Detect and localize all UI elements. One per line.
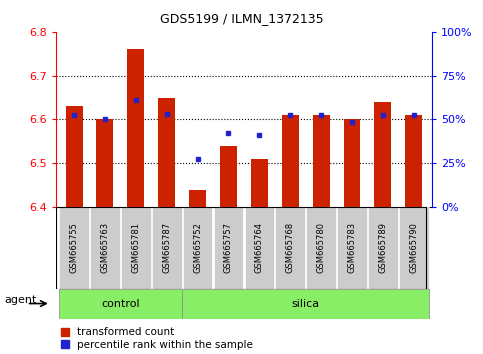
Bar bbox=[244, 207, 274, 289]
Text: GSM665757: GSM665757 bbox=[224, 222, 233, 273]
Bar bbox=[58, 289, 182, 319]
Text: GSM665780: GSM665780 bbox=[317, 222, 326, 273]
Bar bbox=[97, 120, 114, 207]
Text: GSM665790: GSM665790 bbox=[409, 222, 418, 273]
Text: GSM665764: GSM665764 bbox=[255, 222, 264, 273]
Bar bbox=[306, 207, 336, 289]
Bar bbox=[66, 106, 83, 207]
Bar bbox=[251, 159, 268, 207]
Bar bbox=[343, 120, 360, 207]
Bar bbox=[220, 146, 237, 207]
Bar bbox=[405, 115, 422, 207]
Text: GSM665781: GSM665781 bbox=[131, 222, 141, 273]
Text: agent: agent bbox=[5, 295, 37, 305]
Text: GSM665752: GSM665752 bbox=[193, 222, 202, 273]
Legend: transformed count, percentile rank within the sample: transformed count, percentile rank withi… bbox=[61, 327, 253, 350]
Bar bbox=[182, 289, 429, 319]
Text: GSM665787: GSM665787 bbox=[162, 222, 171, 273]
Bar bbox=[213, 207, 243, 289]
Bar bbox=[374, 102, 391, 207]
Bar bbox=[183, 207, 213, 289]
Bar bbox=[128, 50, 144, 207]
Bar bbox=[275, 207, 305, 289]
Text: GSM665783: GSM665783 bbox=[347, 222, 356, 273]
Bar bbox=[121, 207, 151, 289]
Text: silica: silica bbox=[292, 298, 320, 309]
Bar bbox=[189, 190, 206, 207]
Text: GSM665768: GSM665768 bbox=[286, 222, 295, 273]
Bar bbox=[59, 207, 89, 289]
Bar bbox=[90, 207, 120, 289]
Bar bbox=[337, 207, 367, 289]
Text: GSM665789: GSM665789 bbox=[378, 222, 387, 273]
Bar bbox=[152, 207, 182, 289]
Bar bbox=[313, 115, 329, 207]
Text: GSM665763: GSM665763 bbox=[100, 222, 110, 273]
Text: control: control bbox=[101, 298, 140, 309]
Bar bbox=[158, 98, 175, 207]
Text: GDS5199 / ILMN_1372135: GDS5199 / ILMN_1372135 bbox=[160, 12, 323, 25]
Bar bbox=[282, 115, 298, 207]
Bar bbox=[399, 207, 428, 289]
Text: GSM665755: GSM665755 bbox=[70, 222, 79, 273]
Bar bbox=[368, 207, 398, 289]
